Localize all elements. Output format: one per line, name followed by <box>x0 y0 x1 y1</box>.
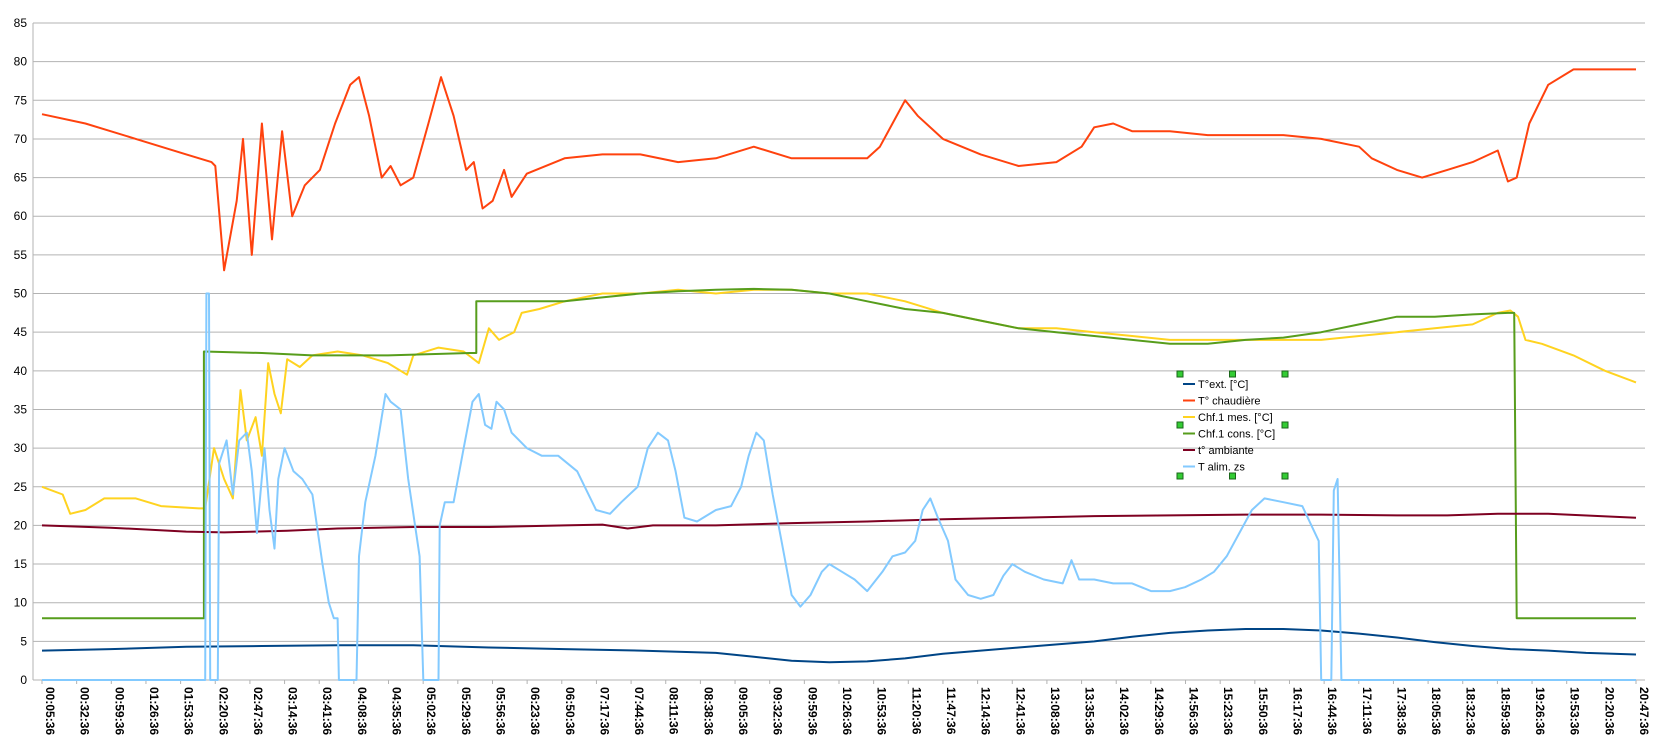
x-tick-label: 01:26:36 <box>147 687 161 735</box>
y-tick-label: 5 <box>20 634 27 648</box>
y-tick-label: 25 <box>14 480 28 494</box>
y-tick-label: 50 <box>14 287 28 301</box>
x-tick-label: 06:23:36 <box>528 687 542 735</box>
y-axis: 0 5 10 15 20 25 30 35 40 45 50 55 60 65 70 75 80 85 <box>14 16 28 687</box>
x-tick-label: 18:32:36 <box>1464 687 1478 735</box>
x-tick-label: 19:53:36 <box>1568 687 1582 735</box>
legend-entry: t° ambiante <box>1198 445 1254 457</box>
y-tick-label: 40 <box>14 364 28 378</box>
x-tick-label: 00:05:36 <box>43 687 57 735</box>
legend[interactable]: T°ext. [°C] T° chaudière Chf.1 mes. [°C] Ch… <box>1176 370 1289 480</box>
legend-entry: T alim. zs <box>1198 462 1245 474</box>
y-tick-label: 30 <box>14 441 28 455</box>
legend-resize-handle[interactable] <box>1229 370 1236 378</box>
y-tick-label: 75 <box>14 93 28 107</box>
x-tick-label: 18:59:36 <box>1498 687 1512 735</box>
x-tick-label: 05:56:36 <box>493 687 507 735</box>
legend-entry: T° chaudière <box>1198 396 1261 408</box>
x-tick-label: 18:05:36 <box>1429 687 1443 735</box>
x-tick-label: 19:26:36 <box>1533 687 1547 735</box>
x-tick-label: 12:14:36 <box>979 687 993 735</box>
x-tick-label: 07:17:36 <box>597 687 611 735</box>
y-tick-label: 60 <box>14 209 28 223</box>
x-tick-label: 08:11:36 <box>667 687 681 735</box>
grid-layer <box>32 22 1645 681</box>
x-tick-label: 04:35:36 <box>390 687 404 735</box>
series-line-0 <box>41 628 1637 664</box>
x-tick-label: 05:02:36 <box>424 687 438 735</box>
x-tick-label: 20:20:36 <box>1602 687 1616 735</box>
legend-resize-handle[interactable] <box>1229 472 1236 480</box>
x-tick-label: 09:59:36 <box>805 687 819 735</box>
x-tick-label: 17:38:36 <box>1394 687 1408 735</box>
x-tick-label: 09:05:36 <box>736 687 750 735</box>
x-tick-label: 06:50:36 <box>563 687 577 735</box>
x-tick-label: 13:35:36 <box>1083 687 1097 735</box>
y-tick-label: 0 <box>20 673 27 687</box>
x-tick-label: 12:41:36 <box>1013 687 1027 735</box>
y-tick-label: 15 <box>14 557 28 571</box>
x-tick-label: 01:53:36 <box>182 687 196 735</box>
y-tick-label: 55 <box>14 248 28 262</box>
x-tick-label: 14:56:36 <box>1187 687 1201 735</box>
x-tick-label: 14:29:36 <box>1152 687 1166 735</box>
x-tick-label: 15:23:36 <box>1221 687 1235 735</box>
x-tick-label: 20:47:36 <box>1637 687 1651 735</box>
series-line-5 <box>42 292 1636 681</box>
series-line-1 <box>41 68 1636 272</box>
legend-resize-handle[interactable] <box>1176 370 1184 378</box>
legend-entry: T°ext. [°C] <box>1198 379 1248 391</box>
x-tick-label: 08:38:36 <box>701 687 715 735</box>
series-line-4 <box>41 512 1637 534</box>
x-tick-label: 07:44:36 <box>632 687 646 735</box>
x-axis: 00:05:36 00:32:36 00:59:36 01:26:36 01:53:36… <box>41 680 1651 735</box>
x-tick-label: 10:26:36 <box>840 687 854 735</box>
x-tick-label: 03:41:36 <box>320 687 334 735</box>
legend-entry: Chf.1 mes. [°C] <box>1198 412 1273 424</box>
legend-entry: Chf.1 cons. [°C] <box>1198 429 1275 441</box>
y-tick-label: 10 <box>14 596 28 610</box>
x-tick-label: 05:29:36 <box>459 687 473 735</box>
legend-resize-handle[interactable] <box>1281 370 1289 378</box>
legend-resize-handle[interactable] <box>1281 472 1289 480</box>
legend-resize-handle[interactable] <box>1176 472 1184 480</box>
x-tick-label: 00:32:36 <box>78 687 92 735</box>
x-tick-label: 15:50:36 <box>1256 687 1270 735</box>
x-tick-label: 02:47:36 <box>251 687 265 735</box>
x-tick-label: 11:47:36 <box>944 687 958 735</box>
y-tick-label: 20 <box>14 518 28 532</box>
legend-resize-handle[interactable] <box>1176 421 1184 429</box>
y-tick-label: 85 <box>14 16 28 30</box>
x-tick-label: 14:02:36 <box>1117 687 1131 735</box>
x-tick-label: 09:32:36 <box>771 687 785 735</box>
legend-resize-handle[interactable] <box>1281 421 1289 429</box>
y-tick-label: 80 <box>14 55 28 69</box>
x-tick-label: 16:44:36 <box>1325 687 1339 735</box>
x-tick-label: 11:20:36 <box>909 687 923 735</box>
x-tick-label: 02:20:36 <box>216 687 230 735</box>
series-line-2 <box>41 288 1637 515</box>
y-tick-label: 65 <box>14 171 28 185</box>
x-tick-label: 04:08:36 <box>355 687 369 735</box>
series-line-3 <box>42 287 1636 620</box>
x-tick-label: 17:11:36 <box>1360 687 1374 735</box>
y-tick-label: 45 <box>14 325 28 339</box>
x-tick-label: 10:53:36 <box>875 687 889 735</box>
y-tick-label: 35 <box>14 402 28 416</box>
x-tick-label: 03:14:36 <box>286 687 300 735</box>
y-tick-label: 70 <box>14 132 28 146</box>
series-layer <box>41 68 1637 681</box>
x-tick-label: 13:08:36 <box>1048 687 1062 735</box>
x-tick-label: 16:17:36 <box>1290 687 1304 735</box>
x-tick-label: 00:59:36 <box>112 687 126 735</box>
